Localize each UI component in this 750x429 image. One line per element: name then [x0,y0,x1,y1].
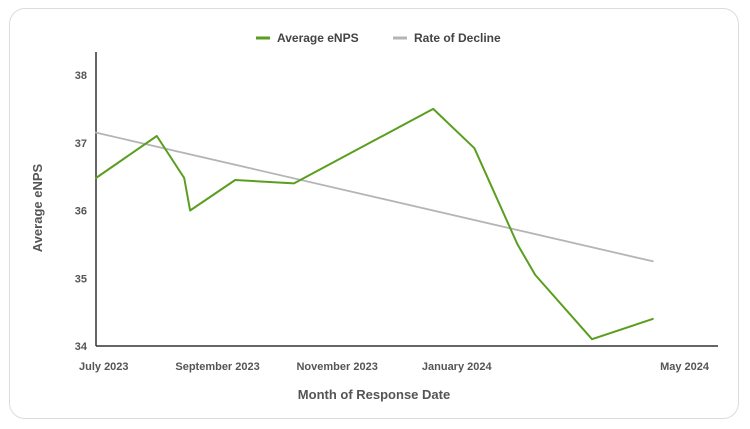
series-lines [95,107,654,341]
legend-label-rate-of-decline: Rate of Decline [414,31,501,45]
y-tick-label-38: 38 [75,70,87,82]
x-tick-label-january-2024: January 2024 [422,361,493,373]
legend: Average eNPS Rate of Decline [256,31,501,45]
y-tick-label-36: 36 [75,206,87,218]
axes [95,52,718,347]
x-axis-title: Month of Response Date [298,387,450,402]
chart-card [9,8,739,419]
x-tick-label-july-2023: July 2023 [79,361,129,373]
y-tick-labels: 34 35 36 37 38 [75,70,88,353]
y-axis-title: Average eNPS [30,163,45,252]
x-tick-label-november-2023: November 2023 [296,361,377,373]
y-tick-label-35: 35 [75,273,87,285]
series-line-rate-of-decline [95,131,654,263]
x-tick-labels: July 2023 September 2023 November 2023 Janu… [79,361,710,373]
legend-label-average-enps: Average eNPS [277,31,359,45]
y-tick-label-37: 37 [75,138,87,150]
x-tick-label-september-2023: September 2023 [175,361,259,373]
y-tick-label-34: 34 [75,341,88,353]
x-tick-label-may-2024: May 2024 [660,361,710,373]
series-line-average-enps [95,107,654,341]
